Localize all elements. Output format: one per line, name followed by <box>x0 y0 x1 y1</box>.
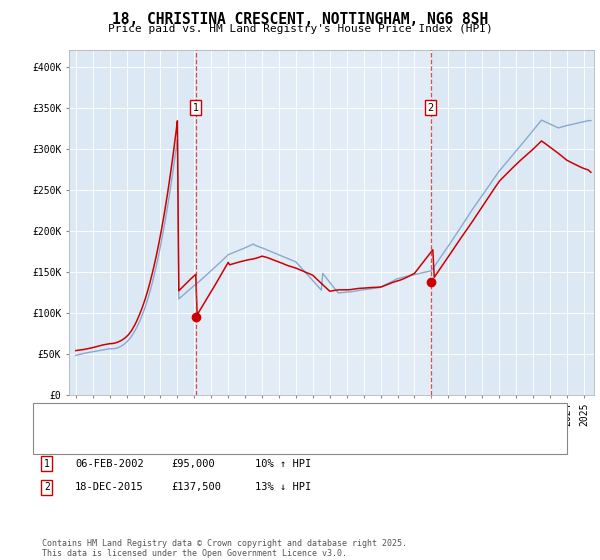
Text: 06-FEB-2002: 06-FEB-2002 <box>75 459 144 469</box>
Bar <box>196 50 431 395</box>
Text: 18, CHRISTINA CRESCENT, NOTTINGHAM, NG6 8SH (detached house): 18, CHRISTINA CRESCENT, NOTTINGHAM, NG6 … <box>75 413 427 423</box>
Text: 18, CHRISTINA CRESCENT, NOTTINGHAM, NG6 8SH: 18, CHRISTINA CRESCENT, NOTTINGHAM, NG6 … <box>112 12 488 27</box>
Text: 13% ↓ HPI: 13% ↓ HPI <box>255 482 311 492</box>
Text: £137,500: £137,500 <box>171 482 221 492</box>
Text: £95,000: £95,000 <box>171 459 215 469</box>
Text: Contains HM Land Registry data © Crown copyright and database right 2025.
This d: Contains HM Land Registry data © Crown c… <box>42 539 407 558</box>
Text: Price paid vs. HM Land Registry's House Price Index (HPI): Price paid vs. HM Land Registry's House … <box>107 24 493 34</box>
Text: 2: 2 <box>44 482 50 492</box>
Text: 18-DEC-2015: 18-DEC-2015 <box>75 482 144 492</box>
Text: 10% ↑ HPI: 10% ↑ HPI <box>255 459 311 469</box>
Text: 1: 1 <box>193 103 199 113</box>
Text: 2: 2 <box>427 103 434 113</box>
Text: HPI: Average price, detached house, City of Nottingham: HPI: Average price, detached house, City… <box>75 433 392 444</box>
Text: 1: 1 <box>44 459 50 469</box>
